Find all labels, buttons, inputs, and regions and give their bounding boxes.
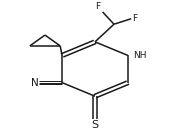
Text: S: S [91, 120, 99, 130]
Text: F: F [132, 14, 137, 23]
Text: F: F [96, 2, 101, 11]
Text: NH: NH [133, 51, 146, 60]
Text: N: N [31, 78, 38, 88]
